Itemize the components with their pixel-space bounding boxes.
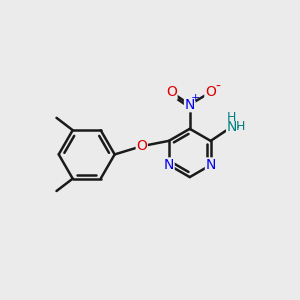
Text: O: O — [166, 85, 177, 99]
Text: N: N — [227, 120, 237, 134]
Text: N: N — [206, 158, 216, 172]
Text: H: H — [227, 111, 236, 124]
Text: H: H — [236, 120, 245, 133]
Text: -: - — [215, 80, 220, 94]
Text: N: N — [184, 98, 195, 112]
Text: O: O — [136, 139, 147, 153]
Text: +: + — [191, 94, 201, 103]
Text: N: N — [164, 158, 174, 172]
Text: O: O — [205, 85, 216, 99]
